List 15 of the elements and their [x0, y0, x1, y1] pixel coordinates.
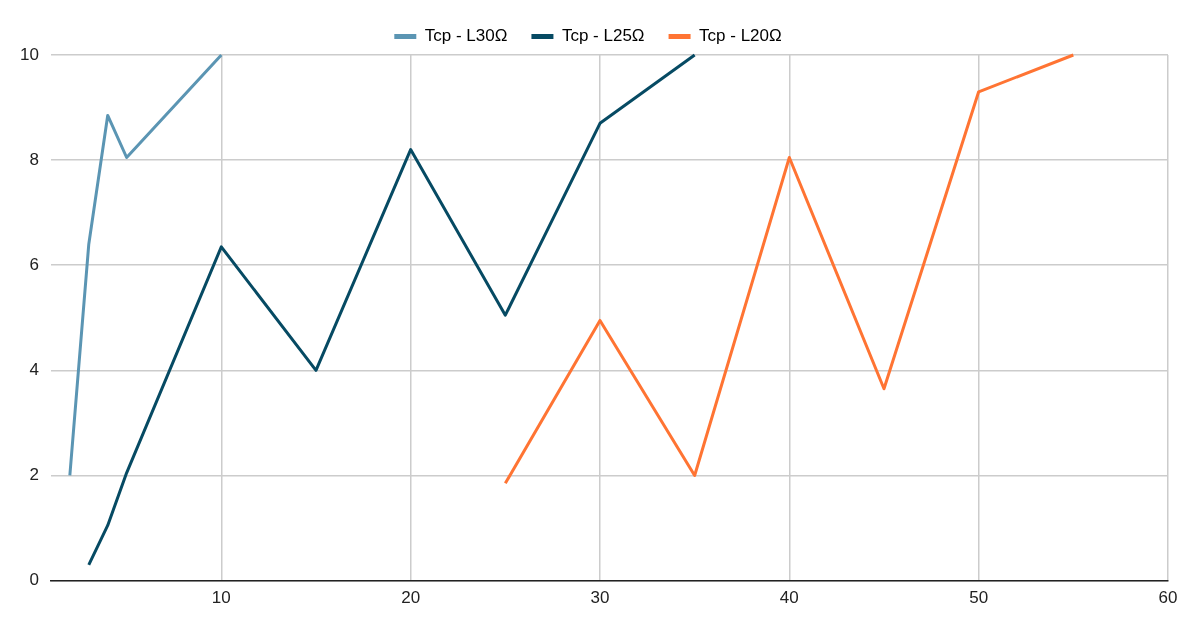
- x-tick-label: 60: [1158, 588, 1178, 608]
- legend-label: Tcp - L30Ω: [424, 26, 508, 46]
- x-tick-label: 20: [401, 588, 421, 608]
- legend-label: Tcp - L20Ω: [699, 26, 782, 46]
- x-tick-label: 50: [969, 588, 989, 608]
- y-tick-label: 10: [19, 44, 39, 64]
- y-tick-label: 2: [29, 465, 39, 485]
- y-tick-label: 8: [29, 149, 39, 169]
- legend-label: Tcp - L25Ω: [561, 26, 645, 46]
- y-tick-label: 6: [29, 254, 39, 274]
- x-tick-label: 30: [590, 588, 610, 608]
- y-tick-label: 0: [29, 570, 39, 590]
- y-tick-label: 4: [29, 360, 39, 380]
- x-tick-label: 40: [779, 588, 799, 608]
- x-tick-label: 10: [211, 588, 231, 608]
